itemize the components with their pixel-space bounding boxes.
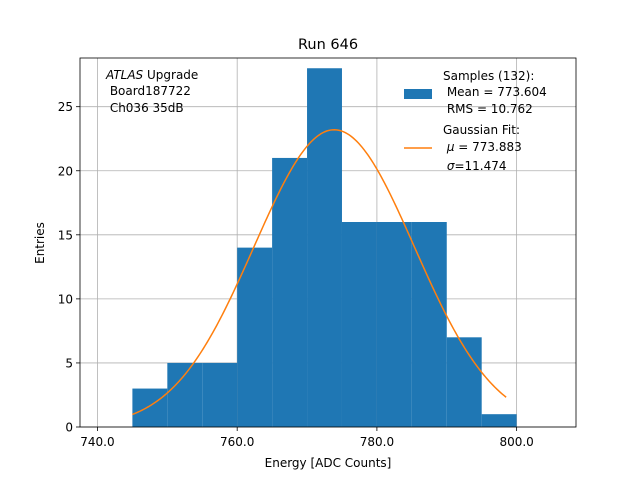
histogram-bar <box>481 414 517 427</box>
histogram-bar <box>272 157 308 427</box>
sigma-value: =11.474 <box>454 159 506 173</box>
gaussian-fit-curve <box>132 128 507 416</box>
x-tick-label: 740.0 <box>80 435 114 449</box>
x-tick-label: 760.0 <box>220 435 254 449</box>
legend: Samples (132): Mean = 773.604 RMS = 10.7… <box>404 69 547 173</box>
histogram-bars <box>132 68 517 427</box>
plot-frame <box>79 57 577 428</box>
legend-samples-title: Samples (132): <box>443 69 534 83</box>
legend-samples-rms: RMS = 10.762 <box>443 102 533 116</box>
histogram-bar <box>376 222 412 427</box>
sigma-symbol: σ <box>447 159 455 173</box>
histogram-bar <box>307 68 342 427</box>
atlas-label: ATLAS <box>105 68 144 82</box>
y-tick-label: 10 <box>58 292 73 306</box>
atlas-annotation: ATLAS Upgrade Board187722 Ch036 35dB <box>105 68 198 115</box>
upgrade-label: Upgrade <box>143 68 198 82</box>
legend-fit-title: Gaussian Fit: <box>443 123 520 137</box>
x-axis-label: Energy [ADC Counts] <box>265 456 392 470</box>
y-tick-label: 20 <box>58 164 73 178</box>
y-axis-ticks: 0 5 10 15 20 25 <box>58 100 80 435</box>
x-tick-label: 780.0 <box>360 435 394 449</box>
legend-samples-mean: Mean = 773.604 <box>443 85 547 99</box>
annotation-line-1: ATLAS Upgrade <box>105 68 198 82</box>
histogram-bar <box>202 362 238 427</box>
legend-fit-sigma: σ=11.474 <box>443 159 506 173</box>
board-label: Board187722 <box>106 84 191 98</box>
histogram-bar <box>237 247 273 427</box>
chart-title: Run 646 <box>298 37 358 53</box>
x-axis-ticks: 740.0 760.0 780.0 800.0 <box>80 427 534 449</box>
mu-value: = 773.883 <box>454 140 521 154</box>
histogram-bar <box>341 222 377 427</box>
y-axis-label: Entries <box>33 222 47 264</box>
histogram-bar <box>167 362 203 427</box>
channel-label: Ch036 35dB <box>106 101 184 115</box>
y-tick-label: 25 <box>58 100 73 114</box>
mu-symbol: μ <box>446 140 455 154</box>
y-tick-label: 0 <box>65 421 73 435</box>
histogram-bar <box>446 337 482 427</box>
histogram-bar <box>411 222 447 427</box>
x-tick-label: 800.0 <box>499 435 533 449</box>
y-tick-label: 15 <box>58 228 73 242</box>
histogram-bar <box>132 388 168 427</box>
legend-fit-mu: μ = 773.883 <box>443 140 522 154</box>
y-tick-label: 5 <box>65 356 73 370</box>
legend-samples-swatch <box>404 89 432 99</box>
